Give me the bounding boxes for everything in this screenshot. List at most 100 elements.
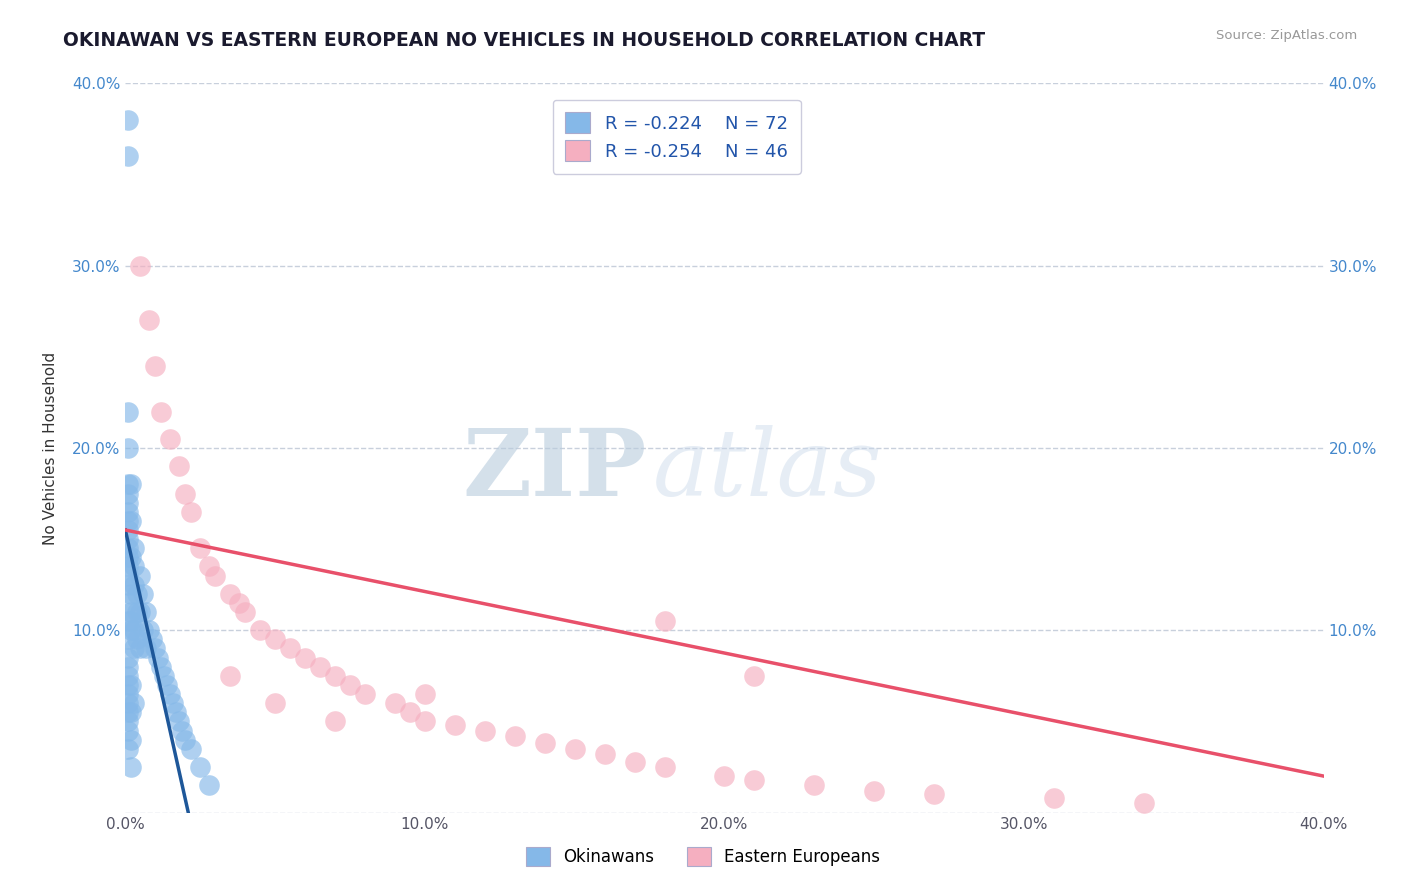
Point bbox=[204, 568, 226, 582]
Point bbox=[413, 687, 436, 701]
Point bbox=[138, 624, 160, 638]
Point bbox=[117, 687, 139, 701]
Point bbox=[124, 577, 146, 591]
Point bbox=[219, 587, 242, 601]
Point bbox=[117, 514, 139, 528]
Point bbox=[863, 783, 886, 797]
Text: atlas: atlas bbox=[652, 425, 882, 515]
Point bbox=[117, 678, 139, 692]
Point bbox=[564, 741, 586, 756]
Text: Source: ZipAtlas.com: Source: ZipAtlas.com bbox=[1216, 29, 1357, 42]
Point bbox=[156, 678, 179, 692]
Point bbox=[120, 678, 142, 692]
Legend: Okinawans, Eastern Europeans: Okinawans, Eastern Europeans bbox=[519, 840, 887, 873]
Point bbox=[117, 669, 139, 683]
Point bbox=[188, 760, 211, 774]
Point bbox=[129, 259, 152, 273]
Point bbox=[150, 659, 173, 673]
Point bbox=[117, 568, 139, 582]
Point bbox=[127, 605, 149, 619]
Point bbox=[264, 632, 287, 647]
Point bbox=[150, 404, 173, 418]
Point bbox=[117, 441, 139, 455]
Point bbox=[922, 787, 945, 801]
Point bbox=[172, 723, 194, 738]
Point bbox=[117, 706, 139, 720]
Point bbox=[623, 755, 645, 769]
Point bbox=[117, 596, 139, 610]
Point bbox=[117, 532, 139, 546]
Point bbox=[120, 550, 142, 565]
Point bbox=[323, 669, 346, 683]
Legend: R = -0.224    N = 72, R = -0.254    N = 46: R = -0.224 N = 72, R = -0.254 N = 46 bbox=[553, 100, 800, 174]
Point bbox=[117, 650, 139, 665]
Point bbox=[127, 632, 149, 647]
Point bbox=[117, 723, 139, 738]
Point bbox=[143, 359, 166, 373]
Point bbox=[198, 778, 221, 792]
Point bbox=[744, 669, 766, 683]
Point bbox=[135, 605, 157, 619]
Point bbox=[198, 559, 221, 574]
Point bbox=[120, 706, 142, 720]
Point bbox=[117, 496, 139, 510]
Point bbox=[117, 149, 139, 163]
Point bbox=[117, 714, 139, 729]
Point bbox=[339, 678, 361, 692]
Point bbox=[117, 559, 139, 574]
Point bbox=[180, 505, 202, 519]
Point bbox=[120, 587, 142, 601]
Point bbox=[278, 641, 301, 656]
Point bbox=[294, 650, 316, 665]
Point bbox=[1133, 797, 1156, 811]
Point bbox=[188, 541, 211, 556]
Point bbox=[159, 687, 181, 701]
Point bbox=[413, 714, 436, 729]
Point bbox=[180, 741, 202, 756]
Point bbox=[533, 736, 555, 750]
Point bbox=[444, 718, 467, 732]
Point bbox=[120, 514, 142, 528]
Point bbox=[159, 432, 181, 446]
Point bbox=[129, 605, 152, 619]
Point bbox=[120, 760, 142, 774]
Point bbox=[141, 632, 163, 647]
Point bbox=[143, 641, 166, 656]
Point bbox=[593, 747, 616, 762]
Point bbox=[474, 723, 496, 738]
Point bbox=[117, 741, 139, 756]
Point bbox=[117, 659, 139, 673]
Point bbox=[713, 769, 735, 783]
Point bbox=[117, 550, 139, 565]
Point bbox=[117, 112, 139, 127]
Point bbox=[117, 577, 139, 591]
Point bbox=[132, 624, 155, 638]
Point bbox=[264, 696, 287, 710]
Point bbox=[148, 650, 170, 665]
Text: ZIP: ZIP bbox=[463, 425, 647, 515]
Point bbox=[503, 729, 526, 743]
Point bbox=[233, 605, 256, 619]
Point bbox=[249, 624, 271, 638]
Point bbox=[132, 587, 155, 601]
Y-axis label: No Vehicles in Household: No Vehicles in Household bbox=[44, 351, 58, 544]
Point bbox=[354, 687, 377, 701]
Point bbox=[399, 706, 422, 720]
Point bbox=[120, 477, 142, 491]
Point bbox=[219, 669, 242, 683]
Point bbox=[654, 760, 676, 774]
Point bbox=[153, 669, 176, 683]
Point bbox=[162, 696, 184, 710]
Point bbox=[117, 505, 139, 519]
Point bbox=[124, 559, 146, 574]
Point bbox=[120, 614, 142, 628]
Point bbox=[803, 778, 825, 792]
Point bbox=[117, 523, 139, 537]
Point bbox=[169, 459, 191, 474]
Point bbox=[124, 541, 146, 556]
Point bbox=[129, 641, 152, 656]
Point bbox=[309, 659, 332, 673]
Point bbox=[384, 696, 406, 710]
Point bbox=[117, 404, 139, 418]
Point bbox=[120, 624, 142, 638]
